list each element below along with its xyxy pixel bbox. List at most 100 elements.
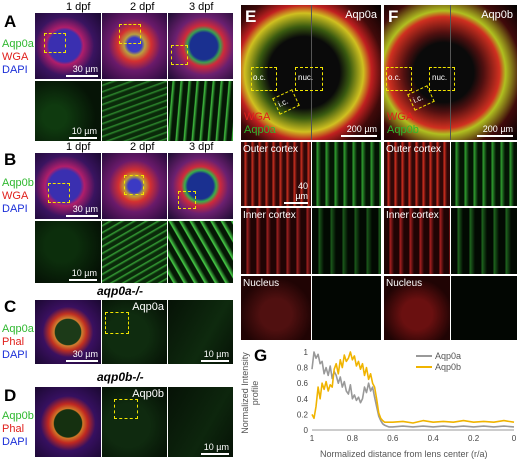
box-label: o.c. xyxy=(253,73,266,82)
stain-label: Aqp0a xyxy=(2,38,34,50)
x-tick-label: 0.4 xyxy=(428,434,440,443)
stain-label: DAPI xyxy=(2,349,28,361)
x-tick-label: 0 xyxy=(512,434,517,443)
x-tick-label: 0.8 xyxy=(347,434,359,443)
scale-bar: 10 µm xyxy=(69,268,97,281)
zoom-box xyxy=(44,33,66,53)
panel-f-nucleus-merge: Nucleus xyxy=(384,276,450,340)
scale-bar: 30 µm xyxy=(66,349,98,362)
panel-f-outer-cortex-channel xyxy=(451,142,517,206)
panel-e-letter: E xyxy=(245,7,257,26)
scale-bar: 30 µm xyxy=(66,64,98,77)
scale-bar: 10 µm xyxy=(201,349,229,362)
scale-label: 10 µm xyxy=(71,268,97,278)
panel-b-zoom-3dpf xyxy=(168,221,233,283)
panel-f-overlay-legend: WGA Aqp0b xyxy=(387,111,419,137)
zoom-box xyxy=(119,24,141,44)
stain-label: Phal xyxy=(2,423,25,435)
y-tick-label: 0.8 xyxy=(297,364,309,373)
scale-label: 30 µm xyxy=(72,204,98,214)
scale-label: 30 µm xyxy=(72,64,98,74)
panel-a-image-2dpf xyxy=(102,13,167,79)
scale-bar: 40 µm xyxy=(284,181,308,204)
zoom-box xyxy=(178,191,196,209)
panel-b-zoom-1dpf: 10 µm xyxy=(35,221,101,283)
panel-a-age-1: 1 dpf xyxy=(66,1,91,13)
box-label: o.c. xyxy=(388,73,401,82)
stain-label: DAPI xyxy=(2,203,28,215)
channel-label: Aqp0b xyxy=(132,388,164,400)
panel-a-image-3dpf xyxy=(168,13,233,79)
panel-e-nucleus-channel xyxy=(312,276,381,340)
stain-label: Aqp0a xyxy=(244,124,276,136)
chart-axes: 0 0.2 0.4 0.6 0.8 1 1 0.8 0.6 0.4 0.2 0 xyxy=(297,348,517,443)
panel-e-nucleus-merge: Nucleus xyxy=(241,276,311,340)
panel-a-zoom-1dpf: 10 µm xyxy=(35,81,101,141)
panel-f-nucleus-channel xyxy=(451,276,517,340)
panel-f-overview: F Aqp0b o.c. nuc. i.c. WGA Aqp0b 200 µm xyxy=(384,5,517,140)
box-inner-cortex: i.c. xyxy=(272,89,300,115)
panel-c-genotype: aqp0a-/- xyxy=(97,284,144,298)
panel-b-letter: B xyxy=(4,150,17,169)
panel-g-letter: G xyxy=(254,346,268,365)
y-tick-label: 0.6 xyxy=(297,379,309,388)
stain-label: Aqp0a xyxy=(2,323,34,335)
stain-label: DAPI xyxy=(2,436,28,448)
legend-label: Aqp0b xyxy=(435,362,461,372)
box-label: i.c. xyxy=(411,92,425,106)
y-tick-label: 1 xyxy=(304,348,309,357)
box-nucleus: nuc. xyxy=(295,67,323,91)
scale-label: 10 µm xyxy=(71,126,97,136)
series-line-aqp0a xyxy=(311,351,515,428)
scale-label: 30 µm xyxy=(72,349,98,359)
scale-label: 10 µm xyxy=(203,442,229,452)
panel-f-outer-cortex-merge: Outer cortex xyxy=(384,142,450,206)
chart-series xyxy=(311,351,515,428)
x-tick-label: 0.2 xyxy=(468,434,480,443)
stain-label: WGA xyxy=(387,111,414,123)
panel-d-image-channel: Aqp0b xyxy=(102,387,167,457)
panel-c-image-zoom: 10 µm xyxy=(168,300,233,364)
stain-label: Aqp0b xyxy=(2,410,34,422)
zoom-box xyxy=(171,45,188,65)
panel-e-inner-cortex-merge: Inner cortex xyxy=(241,208,311,274)
panel-b-age-3: 3 dpf xyxy=(189,141,214,153)
panel-f-divider xyxy=(450,5,451,140)
row-label: Outer cortex xyxy=(243,144,299,155)
panel-b-age-1: 1 dpf xyxy=(66,141,91,153)
panel-c-image-merge: 30 µm xyxy=(35,300,101,364)
stain-label: DAPI xyxy=(2,64,28,76)
panel-b-stain-legend: Aqp0b WGA DAPI xyxy=(2,177,34,216)
chart-ylabel: Normalized Intensity profile xyxy=(240,352,260,434)
panel-d-genotype: aqp0b-/- xyxy=(97,370,144,384)
scale-bar: 200 µm xyxy=(341,124,377,137)
panel-a-image-1dpf: 30 µm xyxy=(35,13,101,79)
row-label: Nucleus xyxy=(386,278,423,289)
scale-bar: 10 µm xyxy=(69,126,97,139)
panel-f-inner-cortex-merge: Inner cortex xyxy=(384,208,450,274)
box-nucleus: nuc. xyxy=(429,67,455,91)
stain-label: WGA xyxy=(244,111,271,123)
panel-e-overlay-legend: WGA Aqp0a xyxy=(244,111,276,137)
panel-f-letter: F xyxy=(388,7,399,26)
stain-label: WGA xyxy=(2,51,29,63)
panel-c-stain-legend: Aqp0a Phal DAPI xyxy=(2,323,34,362)
box-label: nuc. xyxy=(432,73,448,82)
panel-f-inner-cortex-channel xyxy=(451,208,517,274)
stain-label: Phal xyxy=(2,336,25,348)
zoom-box xyxy=(105,312,129,334)
panel-c-letter: C xyxy=(4,297,17,316)
panel-a-letter: A xyxy=(4,12,17,31)
row-label: Inner cortex xyxy=(243,210,296,221)
zoom-box xyxy=(124,175,144,195)
panel-d-image-merge xyxy=(35,387,101,457)
y-tick-label: 0.4 xyxy=(297,395,309,404)
stain-label: Aqp0b xyxy=(387,124,419,136)
scale-label: 200 µm xyxy=(346,124,377,134)
box-outer-cortex: o.c. xyxy=(251,67,277,91)
scale-bar: 200 µm xyxy=(477,124,513,137)
scale-label: 40 µm xyxy=(295,181,308,201)
x-tick-label: 1 xyxy=(310,434,315,443)
